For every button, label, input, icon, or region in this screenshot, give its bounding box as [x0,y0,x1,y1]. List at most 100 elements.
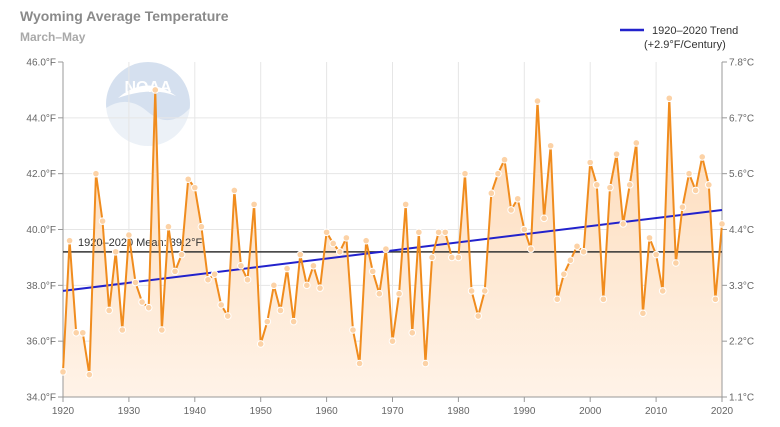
data-point [652,250,660,259]
data-point [243,275,252,284]
data-point [164,222,173,231]
data-point [316,284,324,292]
data-point [382,245,390,253]
data-point [494,169,502,178]
x-tick-label: 1920 [52,406,75,417]
data-point [355,359,364,368]
data-point [309,261,318,270]
data-point [474,312,482,320]
data-point [223,312,232,320]
data-point [658,287,667,295]
y-tick-label: 34.0°F [26,393,56,404]
data-point [625,181,634,189]
data-point [705,181,713,189]
data-point [540,214,548,223]
data-point [560,270,568,278]
data-point [85,370,94,379]
data-point [711,295,720,304]
x-tick-label: 1940 [184,406,207,417]
data-point [125,231,133,239]
data-point [335,248,344,256]
legend-trend-rate: (+2.9°F/Century) [644,39,726,51]
y-tick-label: 42.0°F [26,169,56,180]
trend-line [62,208,723,292]
data-point [177,250,186,259]
data-point [500,155,509,164]
data-point [263,317,272,326]
data-point [448,253,456,262]
data-point [158,326,166,334]
data-point [592,181,601,189]
y-right-tick-label: 6.7°C [729,113,754,124]
data-point [92,169,100,178]
data-point [65,236,74,245]
data-point [546,141,555,150]
data-point [191,183,199,192]
y-right-tick-label: 7.8°C [729,58,754,69]
data-point [599,295,608,304]
data-point [111,248,120,256]
data-point [375,289,384,298]
data-point [388,337,397,345]
x-tick-label: 2010 [645,406,668,417]
data-point [237,261,245,270]
data-point [59,368,67,376]
x-tick-label: 1970 [381,406,404,417]
data-point [645,234,654,242]
data-point [434,228,443,237]
data-point [586,158,595,167]
chart-title: Wyoming Average Temperature [20,8,229,24]
y-right-tick-label: 3.3°C [729,281,754,292]
legend: 1920–2020 Trend (+2.9°F/Century) [620,25,738,51]
data-point [270,281,278,290]
y-tick-label: 40.0°F [26,225,56,236]
data-point [78,328,87,337]
x-tick-label: 1980 [447,406,470,417]
data-point [467,287,476,295]
data-point [480,287,489,295]
data-point [217,301,225,309]
data-point [138,298,146,306]
data-point [513,194,522,203]
data-point [184,175,193,184]
data-point [401,200,410,209]
data-point [579,248,588,256]
y-tick-label: 36.0°F [26,337,56,348]
x-tick-label: 1950 [250,406,273,417]
tick-labels: 34.0°F 1.1°C 36.0°F 2.2°C 38.0°F 3.3°C 40.0°F 4… [26,58,754,418]
x-tick-label: 1990 [513,406,536,417]
data-point [395,289,403,298]
data-point [368,267,377,276]
data-point [691,186,700,195]
data-point [329,239,337,248]
data-point [289,317,298,326]
data-point [441,228,450,237]
data-point [210,270,219,278]
data-point [230,186,239,195]
data-point [72,328,80,337]
data-point [698,153,707,161]
data-point [303,281,311,290]
data-point [461,169,469,178]
y-right-tick-label: 4.4°C [729,225,754,236]
y-right-tick-label: 5.6°C [729,169,754,180]
data-point [421,359,430,368]
data-point [98,217,107,225]
noaa-logo: NOAA [106,62,190,150]
data-point [553,295,562,304]
y-right-tick-label: 1.1°C [729,393,754,404]
data-point [250,200,258,209]
data-point [197,222,206,231]
data-point [685,169,693,178]
data-point [665,94,674,103]
data-point [144,303,153,312]
y-tick-label: 38.0°F [26,281,56,292]
data-point [256,340,265,348]
legend-trend-label: 1920–2020 Trend [652,25,738,37]
data-point [672,259,680,267]
data-point [415,228,423,237]
data-point [573,242,581,251]
data-point [283,264,291,273]
y-right-tick-label: 2.2°C [729,337,754,348]
